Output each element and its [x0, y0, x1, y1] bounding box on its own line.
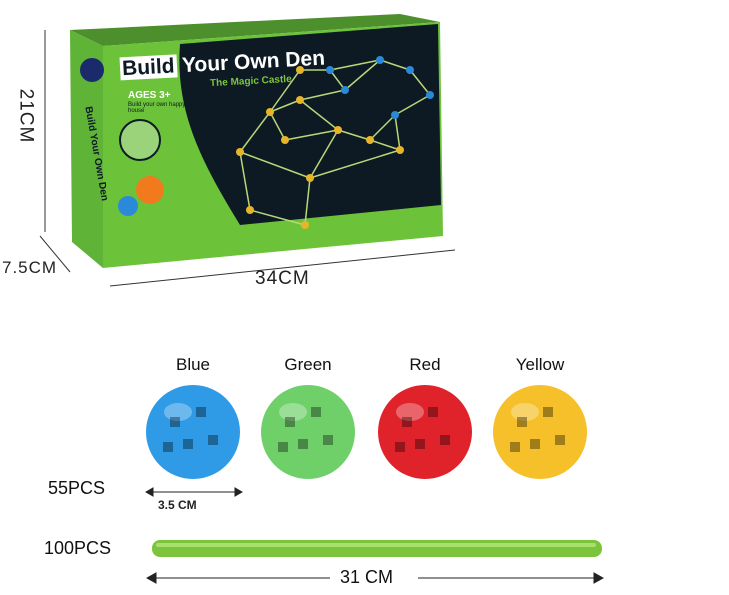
frame-rod [299, 99, 339, 131]
box-logo [80, 58, 104, 82]
width-dimension-line [109, 249, 456, 287]
frame-rod [379, 59, 411, 71]
ball-hole [285, 417, 295, 427]
box-badge [136, 176, 164, 204]
ball-label-red: Red [409, 355, 441, 374]
frame-ball [301, 221, 309, 229]
frame-rod [369, 139, 401, 151]
frame-rod [409, 69, 431, 96]
frame-rod [284, 129, 339, 141]
frame-rod [299, 89, 346, 101]
frame-rod [337, 129, 371, 141]
frame-rod [269, 111, 286, 141]
ball-hole [208, 435, 218, 445]
frame-rod [269, 69, 301, 113]
ball-hole [510, 442, 520, 452]
box-ages: AGES 3+ [128, 90, 171, 101]
ball-hole [517, 417, 527, 427]
depth-dimension-line [39, 235, 71, 273]
box-side [70, 30, 103, 268]
ball-hole [440, 435, 450, 445]
castle-frame [236, 56, 434, 229]
frame-ball [334, 126, 342, 134]
frame-ball [376, 56, 384, 64]
frame-ball [326, 66, 334, 74]
frame-ball [406, 66, 414, 74]
frame-ball [296, 66, 304, 74]
frame-ball [426, 91, 434, 99]
frame-rod [344, 59, 381, 91]
ball-hole [323, 435, 333, 445]
ball-size-arrow [144, 487, 244, 497]
ball-blue [146, 385, 240, 479]
rod-count: 100PCS [44, 538, 112, 558]
height-label: 21CM [15, 88, 37, 144]
ball-label-yellow: Yellow [515, 355, 565, 374]
frame-rod [304, 177, 311, 226]
ball-hole [530, 439, 540, 449]
ball-hole [298, 439, 308, 449]
frame-rod [239, 151, 311, 179]
box-top [70, 14, 440, 46]
frame-ball [246, 206, 254, 214]
frame-rod [309, 129, 339, 179]
box-tagline: Build your own happy house [128, 102, 186, 114]
frame-ball [296, 96, 304, 104]
frame-rod [269, 99, 301, 113]
frame-ball [391, 111, 399, 119]
frame-rod [239, 111, 271, 153]
frame-ball [396, 146, 404, 154]
depth-label: 7.5CM [2, 258, 58, 277]
box-photo [119, 119, 161, 161]
ball-hole [555, 435, 565, 445]
ball-label-blue: Blue [175, 355, 211, 374]
ball-hole [311, 407, 321, 417]
ball-label-green: Green [284, 355, 332, 374]
ball-hole [196, 407, 206, 417]
frame-ball [281, 136, 289, 144]
ball-green [261, 385, 355, 479]
width-label: 34CM [255, 268, 310, 289]
ball-red [378, 385, 472, 479]
frame-rod [369, 114, 396, 141]
box-dark-panel [179, 24, 441, 225]
ball-hole [395, 442, 405, 452]
frame-ball [236, 148, 244, 156]
frame-rod [329, 59, 381, 71]
rod-length-label: 31 CM [340, 567, 394, 587]
frame-ball [306, 174, 314, 182]
frame-rod [309, 149, 401, 179]
box-ball-icon [118, 196, 138, 216]
frame-ball [266, 108, 274, 116]
frame-rod [394, 114, 401, 151]
ball-hole [543, 407, 553, 417]
ball-count: 55PCS [48, 478, 106, 498]
frame-ball [341, 86, 349, 94]
ball-hole [278, 442, 288, 452]
frame-rod [329, 69, 346, 91]
ball-hole [170, 417, 180, 427]
ball-hole [402, 417, 412, 427]
ball-size-label: 3.5 CM [158, 498, 197, 512]
frame-rod [394, 94, 431, 116]
frame-rod [239, 151, 251, 211]
ball-hole [163, 442, 173, 452]
ball-hole [428, 407, 438, 417]
ball-hole [183, 439, 193, 449]
frame-ball [366, 136, 374, 144]
rod [152, 540, 602, 557]
frame-rod [249, 209, 306, 226]
ball-hole [415, 439, 425, 449]
rod-length-arrow [145, 572, 605, 584]
ball-yellow [493, 385, 587, 479]
